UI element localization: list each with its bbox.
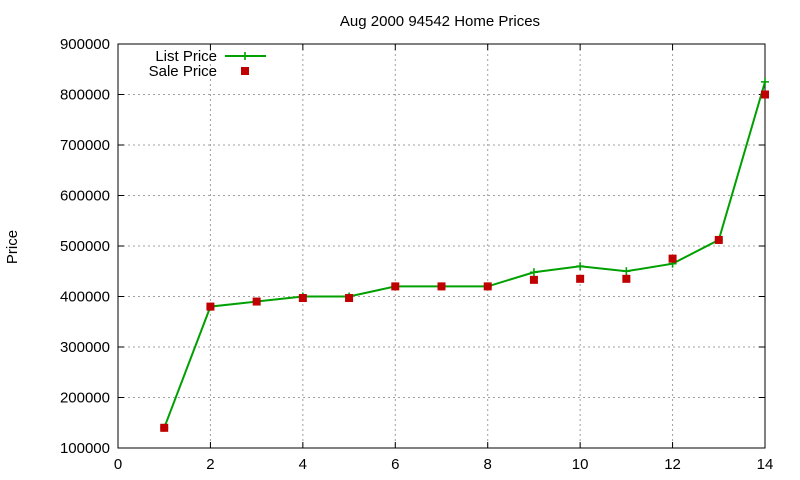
sale-price-point bbox=[668, 254, 677, 263]
x-tick-label: 12 bbox=[664, 456, 681, 473]
sale-price-point bbox=[345, 294, 354, 303]
y-tick-label: 200000 bbox=[60, 390, 110, 407]
list-price-point bbox=[576, 262, 585, 271]
x-tick-label: 8 bbox=[484, 456, 492, 473]
legend-label-sale-price: Sale Price bbox=[149, 63, 217, 80]
y-tick-label: 100000 bbox=[60, 440, 110, 457]
axis-ticks: 0 2 4 6 8 10 12 14 100000 200000 300000 400000 50000… bbox=[60, 36, 773, 473]
sale-price-point bbox=[622, 274, 631, 283]
x-tick-label: 10 bbox=[572, 456, 589, 473]
x-tick-label: 14 bbox=[757, 456, 774, 473]
sale-price-point bbox=[160, 423, 169, 432]
legend-marker-list-price bbox=[241, 52, 249, 60]
y-axis-label: Price bbox=[4, 230, 21, 264]
grid bbox=[118, 44, 765, 448]
legend-label-list-price: List Price bbox=[155, 48, 217, 65]
list-price-point bbox=[761, 77, 769, 86]
sale-price-point bbox=[252, 297, 261, 306]
series-layer bbox=[160, 77, 769, 432]
x-tick-label: 4 bbox=[299, 456, 307, 473]
sale-price-point bbox=[391, 282, 400, 291]
x-tick-label: 2 bbox=[206, 456, 214, 473]
sale-price-point bbox=[483, 282, 492, 291]
sale-price-point bbox=[761, 90, 769, 99]
plot-frame bbox=[117, 43, 766, 449]
y-tick-label: 500000 bbox=[60, 238, 110, 255]
list-price-point bbox=[529, 268, 538, 277]
y-tick-label: 400000 bbox=[60, 289, 110, 306]
legend-marker-sale-price bbox=[241, 67, 249, 75]
sale-price-point bbox=[206, 302, 215, 311]
y-tick-label: 300000 bbox=[60, 339, 110, 356]
list-price-line bbox=[163, 81, 766, 429]
list-price-point bbox=[622, 267, 631, 276]
x-tick-label: 6 bbox=[391, 456, 399, 473]
y-tick-label: 900000 bbox=[60, 36, 110, 53]
chart-title: Aug 2000 94542 Home Prices bbox=[340, 13, 540, 30]
y-tick-label: 700000 bbox=[60, 137, 110, 154]
sale-price-point bbox=[529, 275, 538, 284]
sale-price-point bbox=[576, 274, 585, 283]
sale-price-point bbox=[437, 282, 446, 291]
sale-price-point bbox=[298, 294, 307, 303]
y-tick-label: 600000 bbox=[60, 188, 110, 205]
sale-price-point bbox=[714, 235, 723, 244]
y-tick-label: 800000 bbox=[60, 87, 110, 104]
x-tick-label: 0 bbox=[114, 456, 122, 473]
